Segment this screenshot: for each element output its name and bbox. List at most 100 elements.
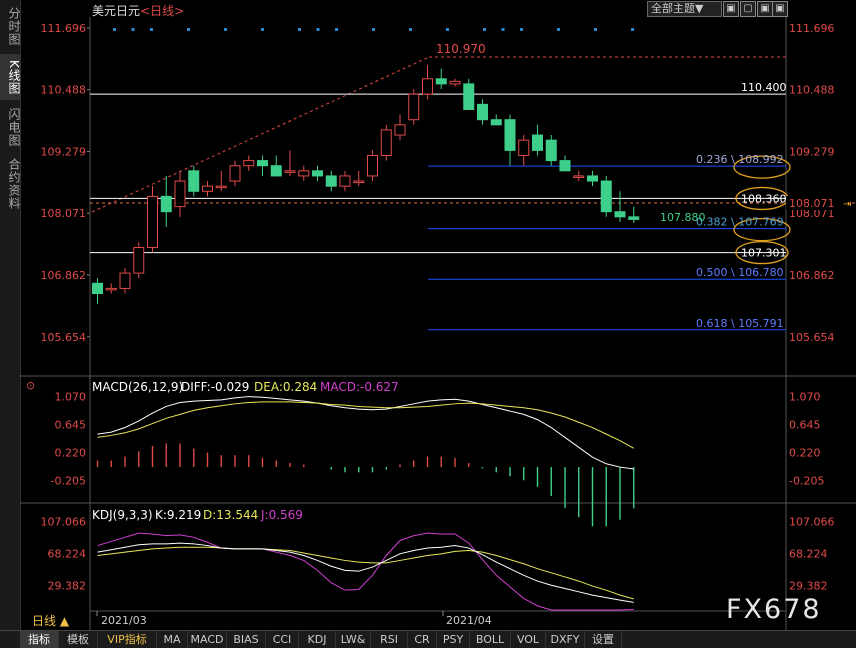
- event-marker: [335, 28, 338, 31]
- tab-template[interactable]: 模板: [59, 631, 98, 648]
- event-marker: [520, 28, 523, 31]
- x-label-0: 2021/03: [101, 614, 147, 627]
- candle-body-26: [449, 80, 461, 85]
- price-tick-left-3: 108.071: [41, 207, 87, 220]
- tab-contract-info[interactable]: 合约资料: [7, 158, 21, 210]
- tab-bias[interactable]: BIAS: [227, 631, 266, 648]
- tab-ma[interactable]: MA: [157, 631, 188, 648]
- candle-body-23: [408, 93, 420, 121]
- tab-settings[interactable]: 设置: [585, 631, 622, 648]
- tab-lightning-chart[interactable]: 闪电图: [7, 107, 21, 147]
- kdj-d-line: [97, 546, 634, 600]
- event-marker: [594, 28, 597, 31]
- level-label-1: 108.360: [741, 192, 787, 205]
- tab-kline-chart[interactable]: K线图: [0, 54, 21, 100]
- price-tick-left-0: 111.696: [41, 22, 87, 35]
- current-price-bg: [786, 196, 848, 210]
- window-button-1[interactable]: ▣: [723, 1, 739, 17]
- candle-body-36: [587, 175, 598, 182]
- candle-body-4: [147, 195, 158, 249]
- event-marker: [483, 28, 486, 31]
- candle-body-17: [325, 175, 337, 187]
- kdj-j-label: J:0.569: [260, 508, 303, 522]
- price-tick-right-3: 108.071: [789, 207, 835, 220]
- candle-body-33: [545, 139, 557, 162]
- tab-boll[interactable]: BOLL: [470, 631, 511, 648]
- tab-psy[interactable]: PSY: [437, 631, 470, 648]
- period-label[interactable]: <日线>: [140, 4, 185, 18]
- tab-dxfy[interactable]: DXFY: [546, 631, 585, 648]
- kdj-tick-right-1: 68.224: [789, 548, 828, 561]
- window-button-2[interactable]: ▢: [740, 1, 756, 17]
- macd-tick-left-1: 0.645: [55, 419, 87, 432]
- candle-body-25: [435, 78, 447, 85]
- kdj-k-line: [97, 542, 634, 603]
- price-tick-right-2: 109.279: [789, 145, 835, 158]
- macd-tick-right-3: -0.205: [789, 475, 824, 488]
- macd-dea-line: [97, 401, 634, 449]
- current-price-arrow: ⇥: [843, 199, 851, 210]
- event-marker: [557, 28, 560, 31]
- price-tick-left-1: 110.488: [41, 84, 87, 97]
- candle-body-27: [463, 83, 475, 110]
- fib-label-3: 0.236 \ 108.992: [696, 153, 784, 166]
- macd-value-label: MACD:-0.627: [320, 380, 399, 394]
- fib-box-4: [733, 218, 791, 242]
- level-box-2: [735, 240, 789, 265]
- candle-body-35: [573, 175, 585, 178]
- macd-title: MACD(26,12,9): [92, 380, 183, 394]
- price-tick-right-0: 111.696: [789, 22, 835, 35]
- level-label-0: 110.400: [741, 81, 787, 94]
- tab-cci[interactable]: CCI: [266, 631, 299, 648]
- candle-body-2: [119, 272, 131, 289]
- candle-body-11: [243, 160, 255, 167]
- macd-tick-right-2: 0.220: [789, 447, 821, 460]
- fib-box-3: [733, 155, 791, 179]
- left-sidebar: 分时图 K线图 闪电图 合约资料: [0, 0, 21, 630]
- macd-diff-line: [97, 396, 634, 470]
- macd-dea-label: DEA:0.284: [254, 380, 317, 394]
- tab-indicator[interactable]: 指标: [20, 631, 59, 648]
- tab-macd[interactable]: MACD: [188, 631, 227, 648]
- level-label-2: 107.301: [741, 247, 787, 260]
- candle-body-7: [188, 170, 200, 192]
- chart-header: 美元日元<日线>: [92, 2, 184, 19]
- candle-body-12: [257, 160, 268, 167]
- period-toggle-button[interactable]: 日线 ▲: [32, 614, 70, 628]
- tab-vol[interactable]: VOL: [511, 631, 546, 648]
- window-button-3[interactable]: ▣: [757, 1, 773, 17]
- candle-body-14: [284, 170, 296, 173]
- macd-tick-left-2: 0.220: [55, 447, 87, 460]
- candle-body-37: [600, 180, 612, 213]
- tab-vip-indicator[interactable]: VIP指标: [98, 631, 157, 648]
- watermark-logo: FX678: [726, 594, 822, 625]
- event-marker: [261, 28, 264, 31]
- kdj-tick-right-0: 107.066: [789, 516, 835, 529]
- candle-body-28: [477, 103, 488, 121]
- candle-body-24: [422, 78, 433, 95]
- macd-diff-label: DIFF:-0.029: [181, 380, 249, 394]
- fib-label-6: 0.618 \ 105.791: [696, 317, 784, 330]
- candle-body-39: [628, 216, 640, 220]
- event-marker: [113, 28, 116, 31]
- current-price-label: 108.071: [789, 197, 835, 210]
- tab-lw[interactable]: LW&: [336, 631, 371, 648]
- candle-body-15: [298, 170, 310, 177]
- tab-time-chart[interactable]: 分时图: [7, 6, 21, 46]
- event-marker: [631, 28, 634, 31]
- candle-body-8: [202, 185, 213, 192]
- candle-body-0: [92, 282, 103, 295]
- price-tick-left-5: 105.654: [41, 331, 87, 344]
- theme-select[interactable]: 全部主题▼: [647, 1, 722, 17]
- window-button-4[interactable]: ▣: [772, 1, 788, 17]
- kdj-d-label: D:13.544: [203, 508, 258, 522]
- candle-body-22: [394, 124, 406, 136]
- tab-cr[interactable]: CR: [408, 631, 437, 648]
- candle-body-10: [229, 165, 241, 182]
- event-marker: [446, 28, 449, 31]
- candle-body-21: [380, 129, 392, 156]
- tab-kdj[interactable]: KDJ: [299, 631, 336, 648]
- tab-rsi[interactable]: RSI: [371, 631, 408, 648]
- fib-label-4: 0.382 \ 107.769: [696, 216, 784, 229]
